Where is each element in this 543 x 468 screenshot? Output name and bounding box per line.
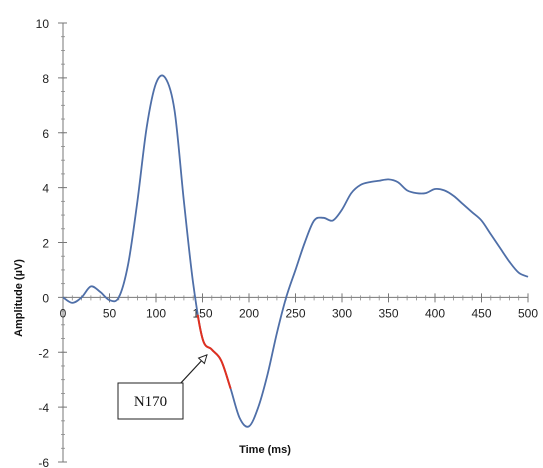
callout-label: N170 — [134, 394, 167, 410]
erp-waveform-line — [62, 74, 529, 428]
annotation-layer: N170 — [117, 354, 208, 420]
x-tick-label: 250 — [285, 306, 305, 320]
callout-box — [117, 382, 184, 420]
y-tick-label: 6 — [42, 127, 49, 141]
x-tick-label: 450 — [471, 306, 491, 320]
x-tick-label: 0 — [60, 306, 67, 320]
x-tick-label: 100 — [146, 306, 166, 320]
y-tick-label: -2 — [38, 346, 49, 360]
y-tick-label: 10 — [36, 17, 50, 31]
y-tick-label: 8 — [42, 72, 49, 86]
y-tick-label: -4 — [38, 401, 49, 415]
ticks: 0 50 100 150 200 250 300 350 400 450 500 -6 -4 -2 0 2 4 6… — [36, 17, 539, 468]
x-tick-label: 200 — [239, 306, 259, 320]
y-tick-label: 4 — [42, 182, 49, 196]
x-axis-title: Time (ms) — [239, 444, 291, 456]
x-tick-label: 400 — [425, 306, 445, 320]
y-tick-label: 0 — [42, 291, 49, 305]
x-tick-label: 300 — [332, 306, 352, 320]
x-tick-label: 50 — [103, 306, 117, 320]
y-axis-title: Amplitude (µV) — [13, 259, 25, 337]
series-layer — [62, 74, 529, 428]
x-tick-label: 150 — [192, 306, 212, 320]
x-tick-label: 500 — [518, 306, 538, 320]
n170-highlight-segment — [196, 314, 232, 389]
y-tick-label: 2 — [42, 237, 49, 251]
callout-arrow-head — [197, 354, 208, 365]
y-tick-label: -6 — [38, 456, 49, 468]
x-tick-label: 350 — [378, 306, 398, 320]
